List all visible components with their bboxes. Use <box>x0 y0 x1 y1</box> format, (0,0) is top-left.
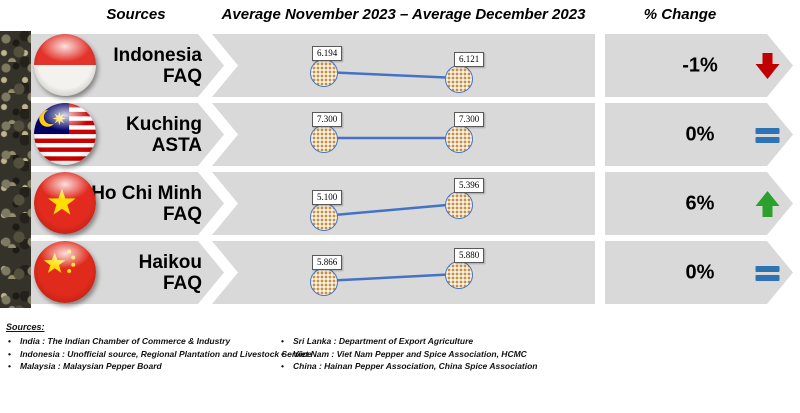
nov-value-box: 5.100 <box>312 190 343 205</box>
pct-change-value: 0% <box>685 261 715 283</box>
footnote-item: Indonesia : Unofficial source, Regional … <box>8 348 312 361</box>
pepper-marker-icon <box>445 261 473 289</box>
trend-line <box>322 70 459 80</box>
trend-line <box>322 272 459 283</box>
equal-icon <box>755 122 780 148</box>
nov-value-box: 5.866 <box>312 255 343 270</box>
chart-band: 7.300 7.300 <box>212 103 595 166</box>
table-row-hochiminh: 5.100 5.396 6% Ho Chi Minh FAQ <box>0 172 800 235</box>
pct-change-value: -1% <box>682 54 718 76</box>
up-arrow-icon <box>755 191 780 217</box>
chart-band: 6.194 6.121 <box>212 34 595 97</box>
table-row-haikou: 5.866 5.880 0% Haikou FAQ <box>0 241 800 304</box>
indonesia-flag-icon <box>34 34 96 96</box>
footnote-item: Viet Nam : Viet Nam Pepper and Spice Ass… <box>281 348 601 361</box>
trend-line <box>322 202 459 218</box>
table-row-indonesia: 6.194 6.121 -1% Indonesia FAQ <box>0 34 800 97</box>
pepper-marker-icon <box>445 191 473 219</box>
nov-value-box: 7.300 <box>312 112 343 127</box>
down-arrow-icon <box>755 53 780 79</box>
footnote-column-left: India : The Indian Chamber of Commerce &… <box>8 335 312 373</box>
column-header-period: Average November 2023 – Average December… <box>221 6 586 23</box>
pepper-marker-icon <box>310 268 338 296</box>
footnote-heading: Sources: <box>6 322 45 332</box>
trend-line <box>323 136 458 140</box>
chart-band: 5.100 5.396 <box>212 172 595 235</box>
nov-value-box: 6.194 <box>312 46 343 61</box>
column-header-change: % Change <box>643 6 717 23</box>
footnote-column-right: Sri Lanka : Department of Export Agricul… <box>281 335 601 373</box>
pepper-marker-icon <box>445 65 473 93</box>
pepper-marker-icon <box>310 125 338 153</box>
pct-change-value: 0% <box>685 123 715 145</box>
source-label: Ho Chi Minh FAQ <box>91 182 202 225</box>
equal-icon <box>755 260 780 286</box>
footnote-item: Sri Lanka : Department of Export Agricul… <box>281 335 601 348</box>
source-label: Indonesia FAQ <box>113 44 202 87</box>
vietnam-flag-icon <box>34 172 96 234</box>
peppercorn-photo-strip <box>0 31 31 308</box>
column-header-sources: Sources <box>106 6 166 23</box>
source-label: Haikou FAQ <box>138 251 202 294</box>
dec-value-box: 6.121 <box>454 52 485 67</box>
footnote-item: India : The Indian Chamber of Commerce &… <box>8 335 280 348</box>
footnote-item: Malaysia : Malaysian Pepper Board <box>8 360 280 373</box>
pct-change-band: 0% <box>605 103 793 166</box>
pepper-marker-icon <box>445 125 473 153</box>
dec-value-box: 5.880 <box>454 248 485 263</box>
pct-change-band: 0% <box>605 241 793 304</box>
pct-change-band: -1% <box>605 34 793 97</box>
dec-value-box: 7.300 <box>454 112 485 127</box>
dec-value-box: 5.396 <box>454 178 485 193</box>
pepper-marker-icon <box>310 59 338 87</box>
table-row-kuching: 7.300 7.300 0% <box>0 103 800 166</box>
source-label: Kuching ASTA <box>126 113 202 156</box>
chart-band: 5.866 5.880 <box>212 241 595 304</box>
footnote-item: China : Hainan Pepper Association, China… <box>281 360 601 373</box>
malaysia-flag-icon <box>34 103 96 165</box>
china-flag-icon <box>34 241 96 303</box>
pct-change-value: 6% <box>685 192 715 214</box>
pepper-marker-icon <box>310 203 338 231</box>
pct-change-band: 6% <box>605 172 793 235</box>
